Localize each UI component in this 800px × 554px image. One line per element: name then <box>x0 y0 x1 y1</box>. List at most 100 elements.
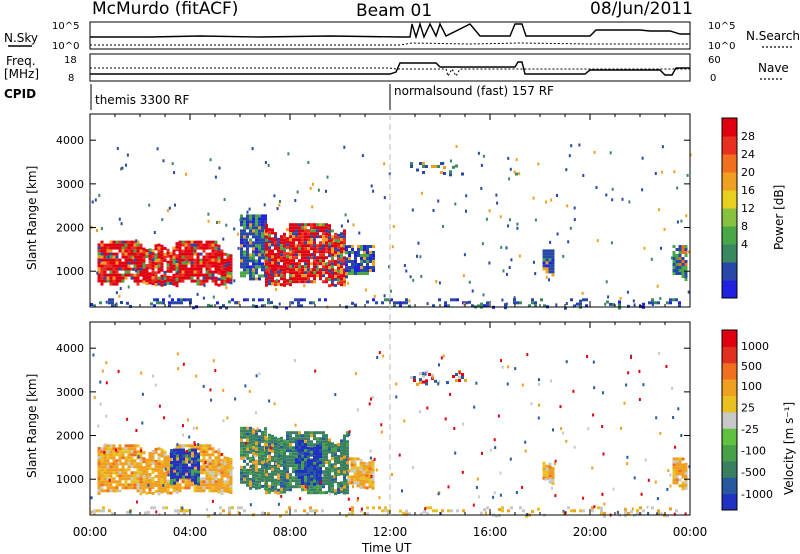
data-cell <box>173 481 176 485</box>
data-cell <box>307 458 310 462</box>
data-cell <box>322 238 325 242</box>
data-cell <box>186 418 189 422</box>
data-cell <box>274 463 277 467</box>
data-cell <box>169 257 173 261</box>
data-cell <box>258 256 261 260</box>
data-cell <box>103 471 107 475</box>
data-cell <box>337 458 340 461</box>
data-cell <box>160 478 164 482</box>
data-cell <box>154 259 158 263</box>
data-cell <box>114 448 117 452</box>
data-cell <box>343 470 346 474</box>
data-cell <box>97 273 101 277</box>
data-cell <box>481 451 483 455</box>
data-cell <box>124 258 128 262</box>
data-cell <box>325 440 328 444</box>
data-cell <box>322 479 325 483</box>
data-cell <box>97 258 101 262</box>
data-cell <box>307 434 310 438</box>
data-cell <box>151 470 155 474</box>
data-cell <box>280 445 283 449</box>
data-cell <box>271 482 274 486</box>
data-cell <box>240 259 243 263</box>
data-cell <box>196 261 200 265</box>
data-cell <box>313 241 316 245</box>
data-cell <box>202 258 206 262</box>
data-cell <box>193 252 197 256</box>
data-cell <box>112 252 116 256</box>
data-cell <box>102 506 105 510</box>
data-cell <box>678 484 682 488</box>
data-cell <box>298 226 301 230</box>
data-cell <box>267 512 270 516</box>
colorbar-swatch <box>722 411 737 429</box>
data-cell <box>609 302 612 306</box>
data-cell <box>295 454 298 458</box>
data-cell <box>334 393 337 397</box>
data-cell <box>277 491 280 495</box>
data-cell <box>139 279 143 283</box>
data-cell <box>463 302 466 306</box>
data-cell <box>370 474 373 478</box>
data-cell <box>307 265 310 269</box>
data-cell <box>334 277 337 281</box>
data-cell <box>681 466 685 470</box>
data-cell <box>214 258 218 262</box>
data-cell <box>188 472 191 476</box>
data-cell <box>246 453 249 457</box>
data-cell <box>265 244 268 248</box>
data-cell <box>121 243 125 247</box>
data-cell <box>124 477 128 481</box>
data-cell <box>163 465 167 469</box>
data-cell <box>258 235 261 239</box>
data-cell <box>340 271 343 275</box>
data-cell <box>121 273 125 277</box>
data-cell <box>142 259 146 263</box>
data-cell <box>322 434 325 438</box>
data-cell <box>295 439 298 443</box>
data-cell <box>310 247 313 251</box>
data-cell <box>133 258 137 262</box>
data-cell <box>331 265 334 269</box>
data-cell <box>249 256 252 260</box>
data-cell <box>109 474 113 478</box>
data-cell <box>353 466 357 470</box>
data-cell <box>346 488 349 492</box>
data-cell <box>269 446 272 450</box>
data-cell <box>252 431 255 435</box>
data-cell <box>231 298 234 302</box>
data-cell <box>97 270 101 274</box>
data-cell <box>163 489 167 493</box>
data-cell <box>166 470 170 474</box>
data-cell <box>537 162 540 166</box>
data-cell <box>202 243 206 247</box>
data-cell <box>542 461 546 465</box>
data-cell <box>178 444 182 448</box>
data-cell <box>337 266 340 270</box>
data-cell <box>220 477 224 481</box>
data-cell <box>232 466 234 470</box>
data-cell <box>151 479 155 483</box>
data-cell <box>100 489 104 493</box>
data-cell <box>157 252 161 256</box>
data-cell <box>298 442 301 446</box>
data-cell <box>100 486 104 490</box>
data-cell <box>276 279 278 283</box>
data-cell <box>294 423 297 427</box>
data-cell <box>289 437 292 441</box>
data-cell <box>322 229 325 233</box>
data-cell <box>243 509 246 513</box>
data-cell <box>115 261 119 265</box>
data-cell <box>133 243 137 247</box>
data-cell <box>261 466 264 470</box>
data-cell <box>340 448 343 452</box>
data-cell <box>160 472 164 476</box>
data-cell <box>109 243 113 247</box>
data-cell <box>127 243 131 247</box>
data-cell <box>133 474 137 478</box>
data-cell <box>292 485 295 489</box>
data-cell <box>178 264 182 268</box>
data-cell <box>657 301 660 305</box>
data-cell <box>90 303 93 306</box>
data-cell <box>220 489 224 493</box>
